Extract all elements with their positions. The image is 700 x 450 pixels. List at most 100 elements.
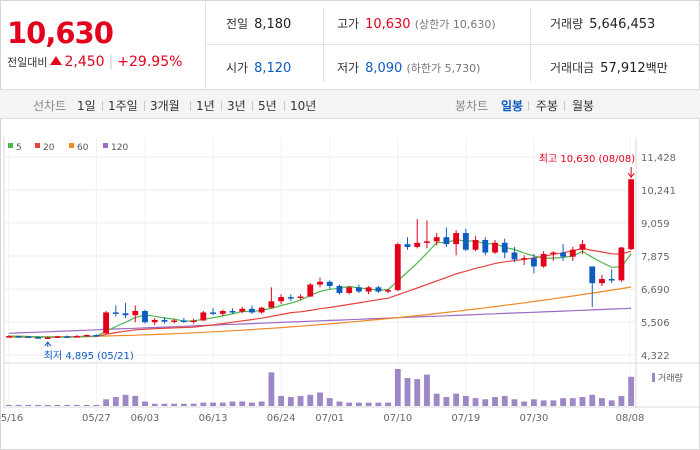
volume-bar (210, 402, 216, 406)
volume-bar (297, 395, 304, 406)
tab-1y[interactable]: 1년 (196, 99, 215, 113)
candle-body (530, 258, 537, 267)
ma-20-line (8, 247, 632, 338)
y-tick-label: 10,241 (641, 186, 676, 197)
legend-label: 5 (16, 143, 22, 153)
tab-divider (102, 101, 103, 111)
volume-bar (492, 397, 498, 406)
volume-bar (190, 403, 197, 406)
up-arrow-icon (50, 56, 63, 65)
volume-bar (385, 402, 391, 406)
volume-bar (560, 398, 566, 406)
candle-body (589, 266, 596, 284)
quote-header: 10,630 전일대비 2,450 | +29.95% 전일 8,180 시가 8,120… (0, 0, 700, 89)
candle-body (25, 336, 32, 338)
candle-body (210, 312, 216, 314)
price-box: 10,630 전일대비 2,450 | +29.95% (0, 0, 206, 89)
candle-body (54, 336, 61, 338)
tab-10y[interactable]: 10년 (290, 99, 317, 113)
candle-body (278, 297, 285, 302)
y-tick-label: 11,428 (641, 153, 676, 164)
x-tick-label: 07/19 (451, 413, 480, 424)
tab-monthly[interactable]: 월봉 (572, 99, 595, 113)
volume-bar (355, 402, 362, 406)
candle-body (540, 253, 547, 267)
volume-value: 5,646,453 (589, 17, 656, 32)
x-tick-label: 05/16 (0, 413, 23, 424)
stock-chart: 11,428 10,241 9,059 7,875 6,690 5,506 4,322 05/… (0, 137, 700, 424)
volume-bar (365, 402, 372, 406)
volume-bar (414, 379, 421, 406)
legend-label: 60 (77, 143, 89, 153)
x-tick-label: 07/01 (315, 413, 344, 424)
line-chart-label: 선차트 (33, 99, 67, 113)
tab-divider (528, 101, 529, 111)
volume-bar (239, 401, 246, 406)
candle-body (433, 237, 440, 242)
volume-bar (249, 402, 255, 406)
candle-chart-label: 봉차트 (455, 99, 489, 113)
volume-bar (171, 403, 178, 406)
candle-body (453, 233, 460, 245)
tab-5y[interactable]: 5년 (258, 99, 277, 113)
candle-body (132, 311, 139, 316)
volume-bar (307, 394, 314, 406)
change-separator: | (108, 54, 114, 70)
candle-body (346, 287, 353, 293)
volume-bar (25, 404, 32, 406)
volume-bar (394, 369, 401, 406)
volume-bar (132, 395, 139, 406)
legend-swatch (35, 143, 40, 148)
prev-close-value: 8,180 (254, 17, 292, 32)
legend-label: 120 (111, 143, 128, 153)
candle-body (219, 311, 226, 314)
candle-body (171, 320, 178, 323)
volume-bar (628, 376, 635, 406)
candle-body (35, 337, 41, 339)
volume-bar (511, 399, 518, 406)
volume-legend-swatch (652, 373, 655, 382)
volume-bar (161, 403, 168, 406)
candle-body (83, 334, 90, 337)
tab-daily[interactable]: 일봉 (501, 99, 524, 113)
candle-body (443, 237, 450, 245)
tab-1d[interactable]: 1일 (77, 99, 96, 113)
volume-bar (336, 401, 343, 406)
stat-high: 고가 10,630 (상한가 10,630) (337, 15, 496, 32)
lower-limit: (하한가 5,730) (406, 62, 481, 75)
legend-label: 20 (43, 143, 55, 153)
candle-body (15, 336, 22, 338)
volume-bar (200, 402, 207, 406)
volume-bar (15, 404, 22, 406)
candle-body (151, 319, 158, 323)
volume-bar (287, 397, 294, 406)
volume-label: 거래량 (550, 17, 584, 31)
candle-body (161, 319, 168, 322)
volume-bar (462, 395, 469, 406)
candle-body (239, 308, 246, 312)
volume-bar (599, 398, 605, 406)
candle-body (375, 287, 382, 292)
tab-3m[interactable]: 3개월 (150, 99, 180, 113)
candle-body (5, 336, 12, 338)
volume-bar (618, 395, 625, 406)
tab-weekly[interactable]: 주봉 (536, 99, 559, 113)
change-row: 전일대비 2,450 | +29.95% (7, 54, 182, 70)
volume-bar (521, 401, 528, 406)
volume-bar (74, 404, 80, 406)
tab-3y[interactable]: 3년 (227, 99, 246, 113)
stat-amount: 거래대금 57,912백만 (550, 59, 668, 76)
candle-body (200, 312, 207, 321)
volume-bar (219, 402, 226, 406)
x-tick-label: 07/10 (383, 413, 412, 424)
candle-body (618, 247, 625, 281)
candle-body (93, 334, 100, 337)
volume-bar (258, 401, 265, 406)
stat-divider (323, 8, 324, 82)
tab-1w[interactable]: 1주일 (108, 99, 138, 113)
ma-60-line (8, 286, 632, 338)
legend-swatch (103, 143, 108, 148)
candle-body (511, 252, 518, 260)
candle-body (326, 281, 333, 286)
volume-bar (5, 404, 12, 406)
